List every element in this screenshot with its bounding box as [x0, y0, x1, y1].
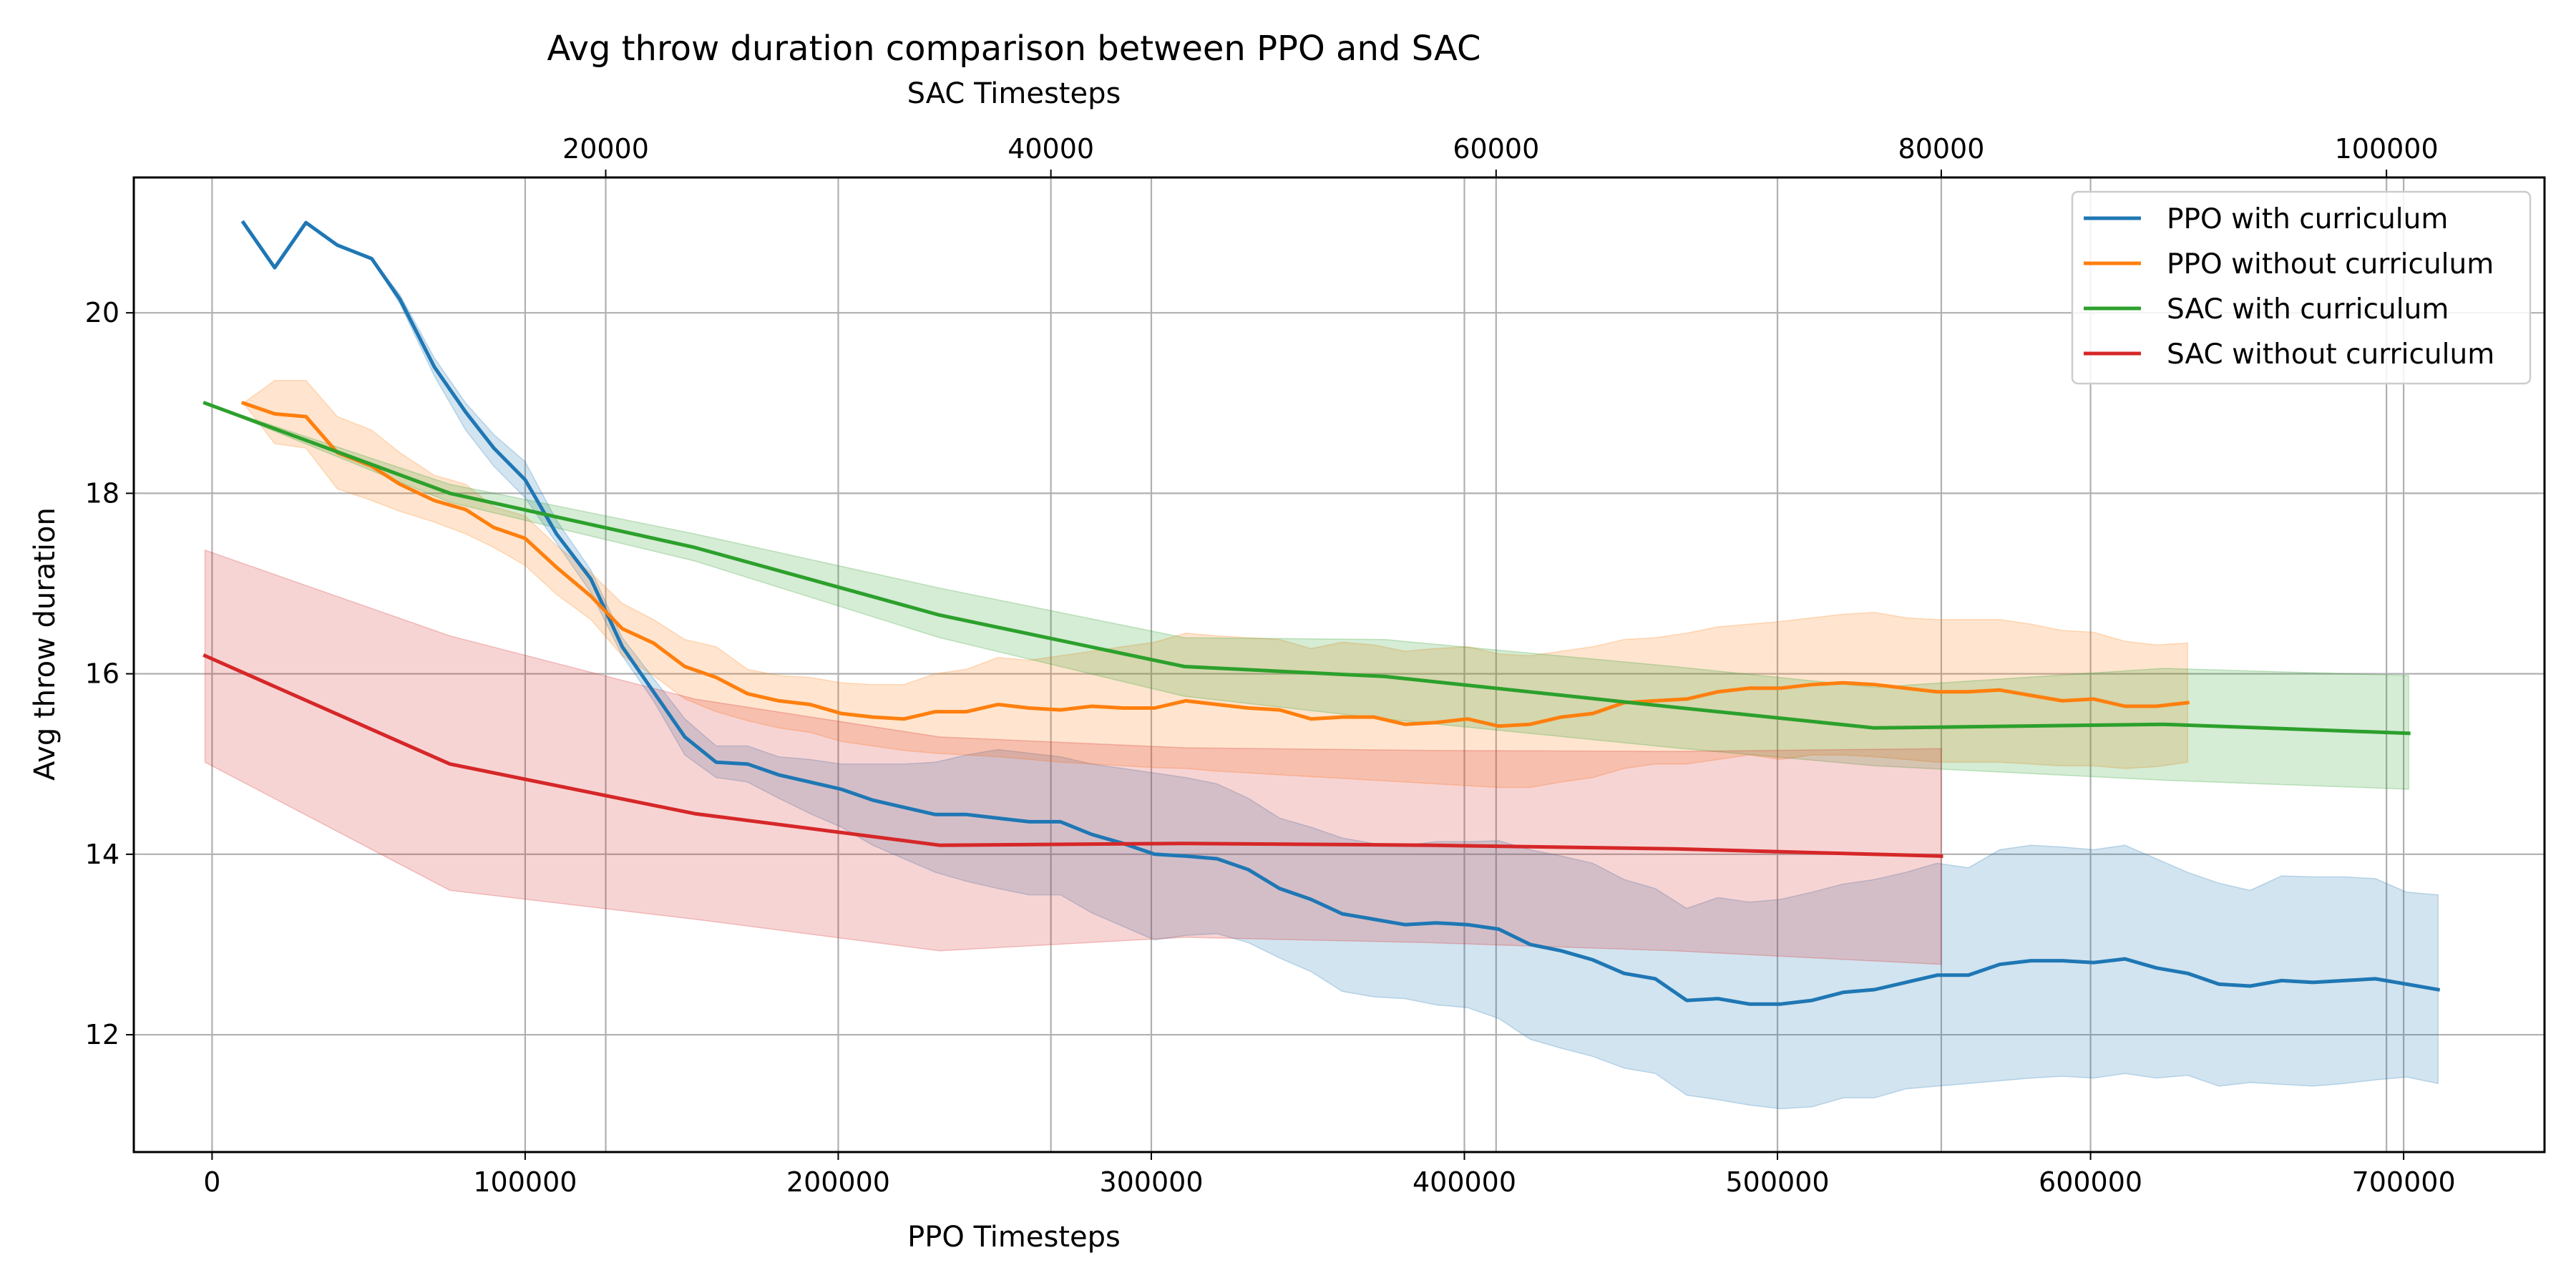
- legend: PPO with curriculum PPO without curriculu…: [2071, 190, 2532, 385]
- legend-label-0: PPO with curriculum: [2167, 203, 2448, 235]
- y-tick-label: 14: [85, 839, 119, 870]
- series-line-1: [240, 401, 2190, 728]
- legend-label-3: SAC without curriculum: [2167, 338, 2494, 371]
- x-tick-label: 500000: [1726, 1166, 1830, 1198]
- plot-frame: [132, 176, 2546, 1153]
- x2-tick-label: 60000: [1453, 133, 1539, 165]
- y-tick-label: 16: [85, 658, 119, 690]
- y-axis-label: Avg throw duration: [29, 507, 62, 781]
- legend-box: [2071, 190, 2532, 385]
- series-line-2: [203, 401, 2411, 736]
- x-tick-label: 300000: [1099, 1166, 1203, 1198]
- chart-title: Avg throw duration comparison between PP…: [547, 29, 1481, 69]
- x-tick-label: 700000: [2352, 1166, 2456, 1198]
- y-tick-label: 18: [85, 477, 119, 509]
- y-tick-label: 12: [85, 1019, 119, 1050]
- legend-label-1: PPO without curriculum: [2167, 248, 2494, 280]
- y-tick-label: 20: [85, 297, 119, 328]
- x-tick-label: 200000: [786, 1166, 890, 1198]
- axis-ticks: 0 100000 200000 300000 400000 500000 600000 700…: [85, 133, 2456, 1198]
- legend-label-2: SAC with curriculum: [2167, 293, 2449, 326]
- x-tick-label: 600000: [2039, 1166, 2142, 1198]
- series-band-3: [204, 549, 1942, 965]
- x2-tick-label: 100000: [2335, 133, 2439, 165]
- x-tick-label: 0: [203, 1166, 220, 1198]
- series-lines: [203, 220, 2441, 1006]
- x-tick-label: 100000: [473, 1166, 577, 1198]
- x-tick-label: 400000: [1413, 1166, 1516, 1198]
- x2-tick-label: 20000: [562, 133, 649, 165]
- x-axis-label: PPO Timesteps: [907, 1221, 1121, 1254]
- x2-tick-label: 40000: [1008, 133, 1094, 165]
- series-line-3: [203, 653, 1943, 858]
- x2-axis-label: SAC Timesteps: [907, 77, 1121, 110]
- x2-tick-label: 80000: [1898, 133, 1985, 165]
- series-line-0: [240, 220, 2441, 1006]
